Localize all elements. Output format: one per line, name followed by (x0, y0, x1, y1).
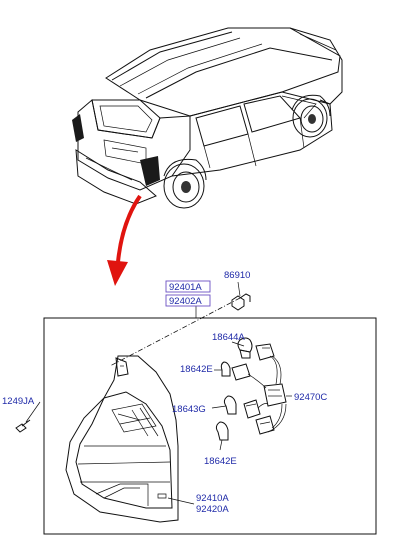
rear-combination-lamp (65, 355, 179, 523)
center-line (109, 297, 241, 367)
part-label-18642e-top[interactable]: 18642E (180, 364, 213, 375)
leader-lines (167, 341, 292, 505)
part-label-1249ja[interactable]: 1249JA (2, 396, 35, 407)
part-label-92410a[interactable]: 92410A (196, 493, 229, 504)
svg-text:92402A: 92402A (169, 296, 202, 307)
wiring-harness (215, 337, 287, 441)
screw-1249ja (15, 401, 41, 433)
part-label-18644a[interactable]: 18644A (212, 332, 245, 343)
nut-86910 (231, 281, 251, 311)
vehicle-illustration (72, 27, 343, 209)
part-label-92420a[interactable]: 92420A (196, 504, 229, 515)
part-label-92402a[interactable]: 92402A (165, 294, 211, 307)
part-label-18643g[interactable]: 18643G (172, 404, 206, 415)
svg-text:92401A: 92401A (169, 282, 202, 293)
assembly-frame (43, 317, 377, 535)
part-label-86910[interactable]: 86910 (224, 270, 250, 281)
part-label-92470c[interactable]: 92470C (294, 392, 327, 403)
part-label-18642e-bottom[interactable]: 18642E (204, 456, 237, 467)
callout-arrow (107, 194, 142, 286)
part-label-92401a[interactable]: 92401A (165, 280, 211, 293)
